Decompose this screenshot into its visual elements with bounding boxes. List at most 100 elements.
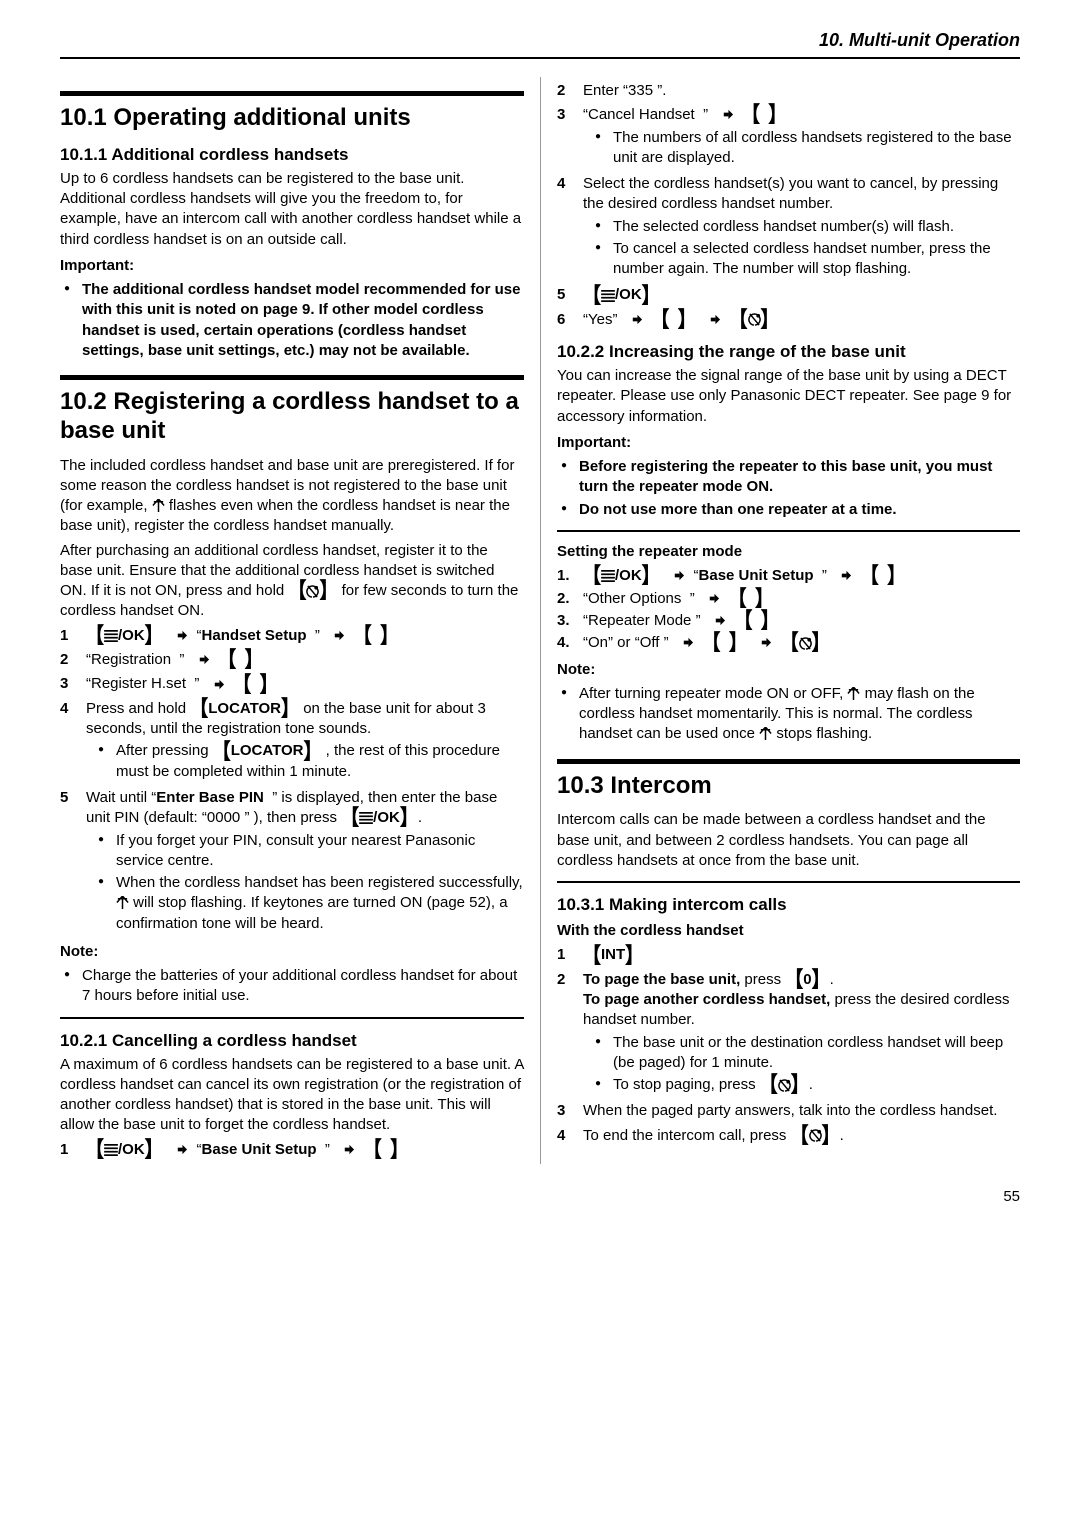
rule-thick [60, 375, 524, 380]
chapter-header: 10. Multi-unit Operation [60, 30, 1020, 59]
paragraph: Intercom calls can be made between a cor… [557, 810, 1020, 871]
section-10-1-title: 10.1 Operating additional units [60, 104, 524, 133]
rule-thin [557, 881, 1020, 883]
step-2: 2 Enter “335 ”. [557, 81, 1020, 101]
important-list: The additional cordless handset model re… [60, 280, 524, 361]
locator-key: 【LOCATOR】 [190, 699, 299, 719]
section-10-2-1-title: 10.2.1 Cancelling a cordless handset [60, 1031, 524, 1051]
select-key: 【 】 [354, 626, 398, 646]
power-key: 【】 [760, 1076, 809, 1094]
step-4: 4 Press and hold 【LOCATOR】 on the base u… [60, 699, 524, 784]
important-label: Important: [60, 256, 524, 276]
note-bullet: Charge the batteries of your additional … [82, 966, 524, 1007]
note-bullet: After turning repeater mode ON or OFF, m… [579, 684, 1020, 745]
sub-bullet: The numbers of all cordless handsets reg… [613, 128, 1020, 169]
i-step-3: 3 When the paged party answers, talk int… [557, 1101, 1020, 1121]
r-step-3: 3. “Repeater Mode ” 【 】 [557, 611, 1020, 631]
zero-key: 【0】 [785, 970, 829, 990]
arrow-icon [713, 614, 726, 627]
step-5: 5 Wait until “Enter Base PIN ” is displa… [60, 788, 524, 936]
important-bullet: Before registering the repeater to this … [579, 457, 1020, 498]
important-label: Important: [557, 433, 1020, 453]
i-step-1: 1 【INT】 [557, 945, 1020, 965]
antenna-icon [152, 499, 165, 512]
antenna-icon [847, 687, 860, 700]
steps-intercom: 1 【INT】 2 To page the base unit, press 【… [557, 945, 1020, 1146]
antenna-icon [116, 896, 129, 909]
arrow-icon [759, 636, 772, 649]
section-10-1-1-title: 10.1.1 Additional cordless handsets [60, 145, 524, 165]
step-1: 1 【/OK】 “Handset Setup ” 【 】 [60, 626, 524, 646]
sub-bullet: After pressing 【LOCATOR】 , the rest of t… [116, 741, 524, 782]
section-10-3-title: 10.3 Intercom [557, 772, 1020, 801]
sub-bullet: When the cordless handset has been regis… [116, 873, 524, 934]
paragraph: A maximum of 6 cordless handsets can be … [60, 1055, 524, 1136]
menu-ok-key: 【/OK】 [583, 566, 660, 586]
section-10-2-title: 10.2 Registering a cordless handset to a… [60, 388, 524, 446]
paragraph: You can increase the signal range of the… [557, 366, 1020, 427]
select-key: 【 】 [861, 566, 905, 586]
page-number: 55 [60, 1188, 1020, 1205]
locator-key: 【LOCATOR】 [213, 741, 322, 761]
select-key: 【 】 [742, 105, 786, 125]
rule-thin [60, 1017, 524, 1019]
arrow-icon [707, 592, 720, 605]
arrow-icon [721, 108, 734, 121]
section-10-2-2-title: 10.2.2 Increasing the range of the base … [557, 342, 1020, 362]
step-5: 5 【/OK】 [557, 285, 1020, 305]
step-3: 3 “Cancel Handset ” 【 】 The numbers of a… [557, 105, 1020, 170]
step-2: 2 “Registration ” 【 】 [60, 650, 524, 670]
arrow-icon [681, 636, 694, 649]
step-4: 4 Select the cordless handset(s) you wan… [557, 174, 1020, 281]
arrow-icon [630, 313, 643, 326]
chapter-title: 10. Multi-unit Operation [819, 30, 1020, 50]
sub-bullet: The selected cordless handset number(s) … [613, 217, 1020, 237]
select-key: 【 】 [734, 611, 778, 631]
select-key: 【 】 [364, 1140, 408, 1160]
select-key: 【 】 [729, 589, 773, 609]
steps-cancel-start: 1 【/OK】 “Base Unit Setup ” 【 】 [60, 1140, 524, 1160]
i-step-2: 2 To page the base unit, press 【0】. To p… [557, 970, 1020, 1098]
arrow-icon [175, 1143, 188, 1156]
paragraph: The included cordless handset and base u… [60, 456, 524, 537]
r-step-4: 4. “On” or “Off ” 【 】 【】 [557, 633, 1020, 653]
power-key: 【】 [730, 311, 779, 329]
step-6: 6 “Yes” 【 】 【】 [557, 310, 1020, 330]
note-label: Note: [557, 660, 1020, 680]
arrow-icon [197, 653, 210, 666]
arrow-icon [839, 569, 852, 582]
note-list: Charge the batteries of your additional … [60, 966, 524, 1007]
arrow-icon [332, 629, 345, 642]
setting-title: Setting the repeater mode [557, 542, 1020, 562]
r-step-2: 2. “Other Options ” 【 】 [557, 589, 1020, 609]
paragraph: Up to 6 cordless handsets can be registe… [60, 169, 524, 250]
menu-ok-key: 【/OK】 [86, 626, 163, 646]
r-step-1: 1. 【/OK】 “Base Unit Setup ” 【 】 [557, 566, 1020, 586]
power-key: 【】 [791, 1127, 840, 1145]
important-bullet: Do not use more than one repeater at a t… [579, 500, 1020, 520]
rule-thick [557, 759, 1020, 764]
note-list: After turning repeater mode ON or OFF, m… [557, 684, 1020, 745]
menu-ok-key: 【/OK】 [583, 285, 660, 305]
power-key: 【】 [781, 634, 830, 652]
power-key: 【】 [288, 582, 337, 600]
menu-ok-key: 【/OK】 [86, 1140, 163, 1160]
sub-bullet: The base unit or the destination cordles… [613, 1033, 1020, 1074]
important-list: Before registering the repeater to this … [557, 457, 1020, 520]
step-1: 1 【/OK】 “Base Unit Setup ” 【 】 [60, 1140, 524, 1160]
int-key: 【INT】 [583, 945, 643, 965]
select-key: 【 】 [233, 674, 277, 694]
select-key: 【 】 [218, 650, 262, 670]
arrow-icon [708, 313, 721, 326]
rule-thin [557, 530, 1020, 532]
with-handset-label: With the cordless handset [557, 921, 1020, 941]
select-key: 【 】 [651, 310, 695, 330]
arrow-icon [212, 678, 225, 691]
two-column-layout: 10.1 Operating additional units 10.1.1 A… [60, 77, 1020, 1164]
important-bullet: The additional cordless handset model re… [82, 280, 524, 361]
rule-thick [60, 91, 524, 96]
steps-repeater: 1. 【/OK】 “Base Unit Setup ” 【 】 2. “Othe… [557, 566, 1020, 654]
note-label: Note: [60, 942, 524, 962]
arrow-icon [175, 629, 188, 642]
right-column: 2 Enter “335 ”. 3 “Cancel Handset ” 【 】 … [540, 77, 1020, 1164]
